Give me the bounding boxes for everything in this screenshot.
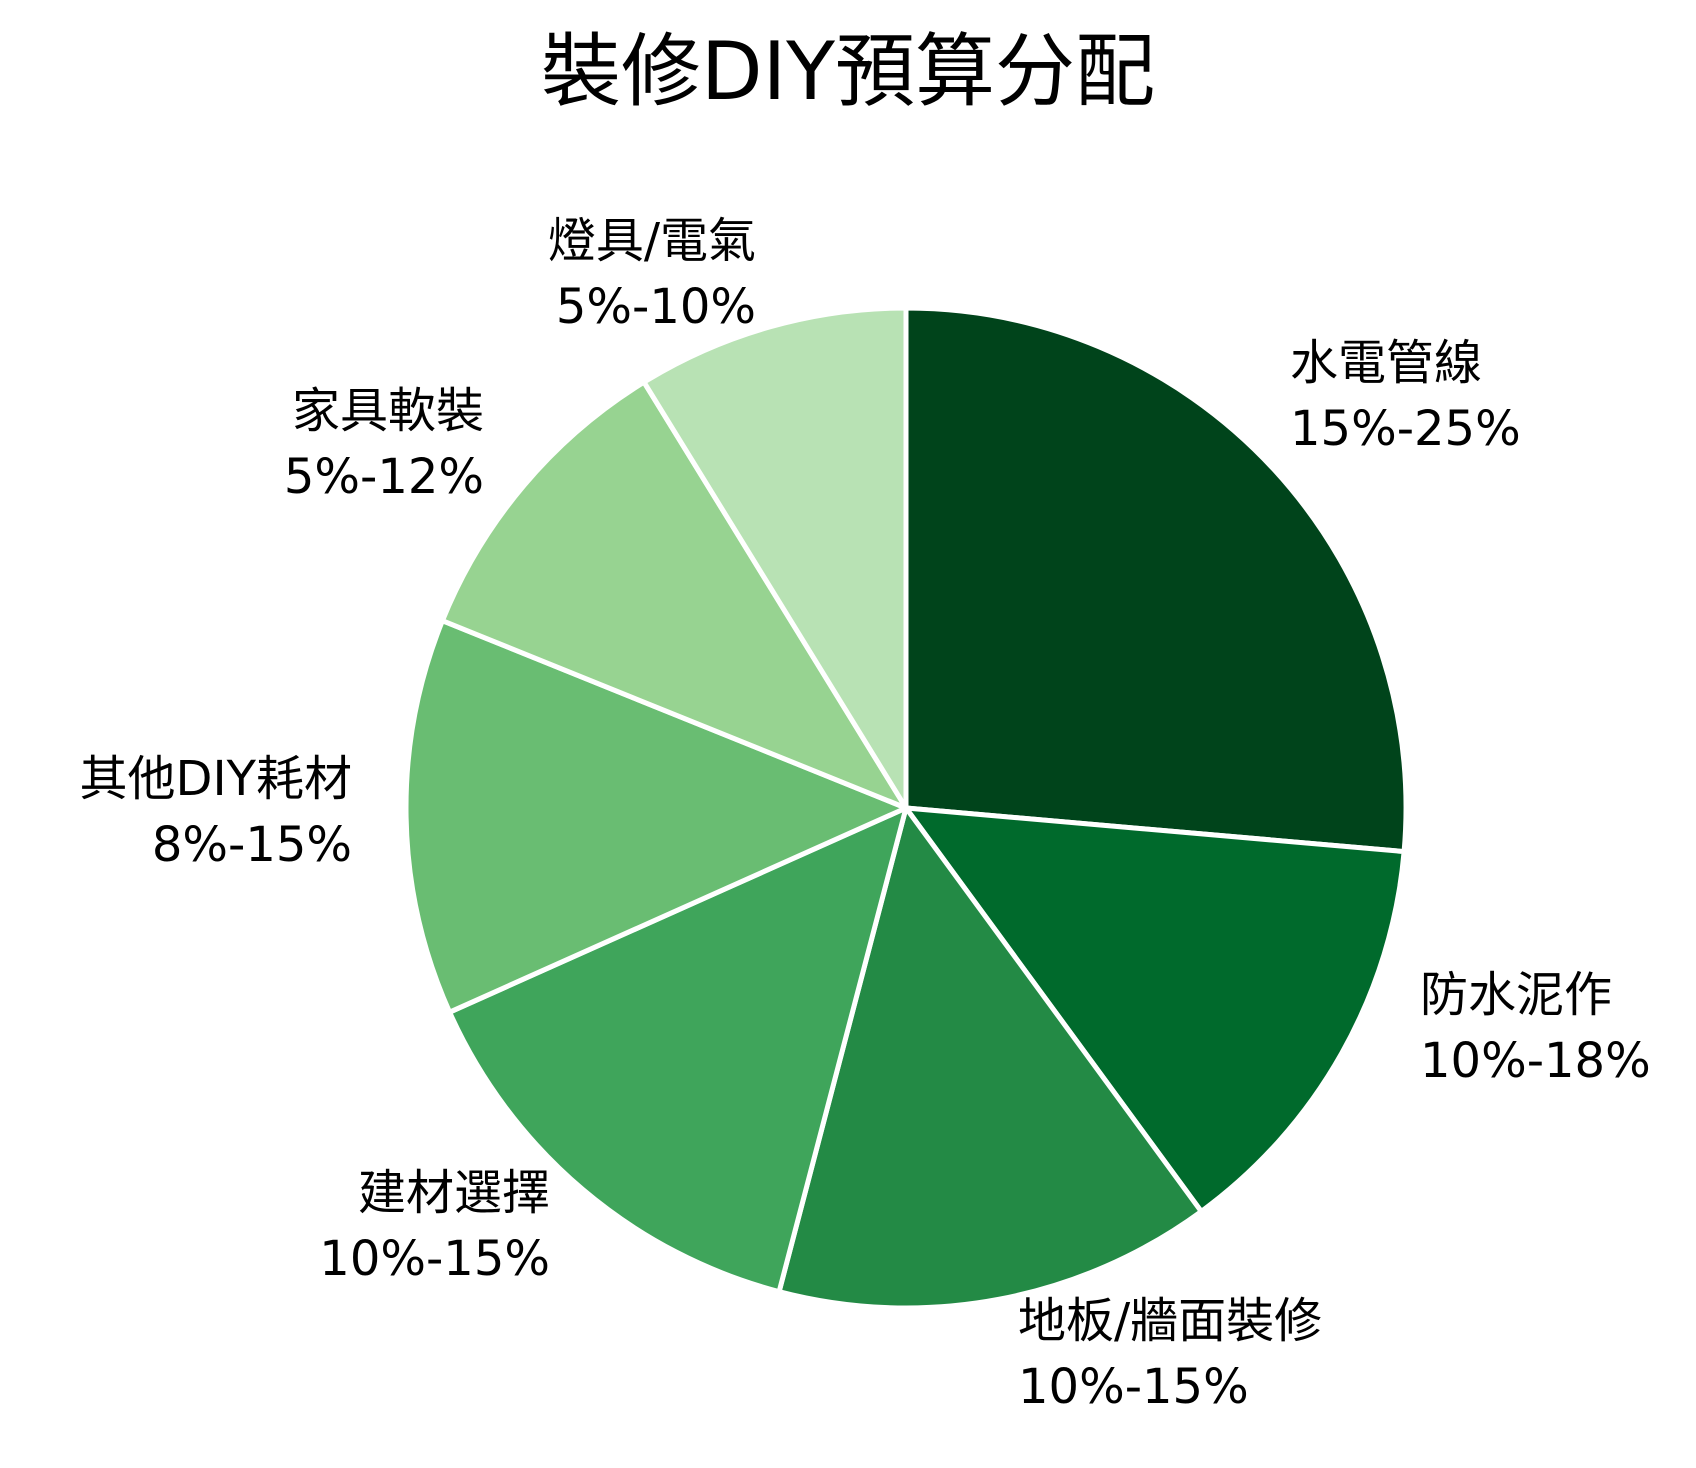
slice-range: 15%-25% [1290, 401, 1521, 457]
slice-range: 5%-12% [283, 449, 484, 505]
pie-slice [903, 305, 1409, 855]
slice-label: 家具軟裝 5%-12% [284, 378, 484, 510]
slice-label: 地板/牆面裝修 10%-15% [1018, 1288, 1322, 1420]
slice-name: 地板/牆面裝修 [1018, 1293, 1323, 1349]
slice-range: 8%-15% [151, 817, 352, 873]
pie-slice [776, 805, 1204, 1311]
slice-name: 水電管線 [1290, 335, 1483, 391]
slice-label: 防水泥作 10%-18% [1420, 962, 1651, 1094]
slice-label: 燈具/電氣 5%-10% [548, 208, 756, 340]
slice-range: 5%-10% [555, 279, 756, 335]
slice-range: 10%-15% [1018, 1359, 1249, 1415]
pie-slice [641, 305, 909, 811]
slice-name: 建材選擇 [357, 1165, 550, 1221]
slice-name: 家具軟裝 [291, 383, 484, 439]
slice-range: 10%-15% [319, 1231, 550, 1287]
pie-slice [403, 618, 909, 1015]
slice-name: 其他DIY耗材 [79, 751, 352, 807]
pie-slice [903, 805, 1407, 1214]
slice-name: 防水泥作 [1420, 967, 1613, 1023]
chart-title: 裝修DIY預算分配 [540, 25, 1156, 118]
slice-label: 其他DIY耗材 8%-15% [80, 746, 352, 878]
pie-slice [439, 379, 909, 811]
slice-name: 燈具/電氣 [547, 213, 756, 269]
slice-label: 水電管線 15%-25% [1290, 330, 1521, 462]
pie-slice [447, 805, 909, 1295]
slice-range: 10%-18% [1420, 1033, 1651, 1089]
slice-label: 建材選擇 10%-15% [319, 1160, 550, 1292]
